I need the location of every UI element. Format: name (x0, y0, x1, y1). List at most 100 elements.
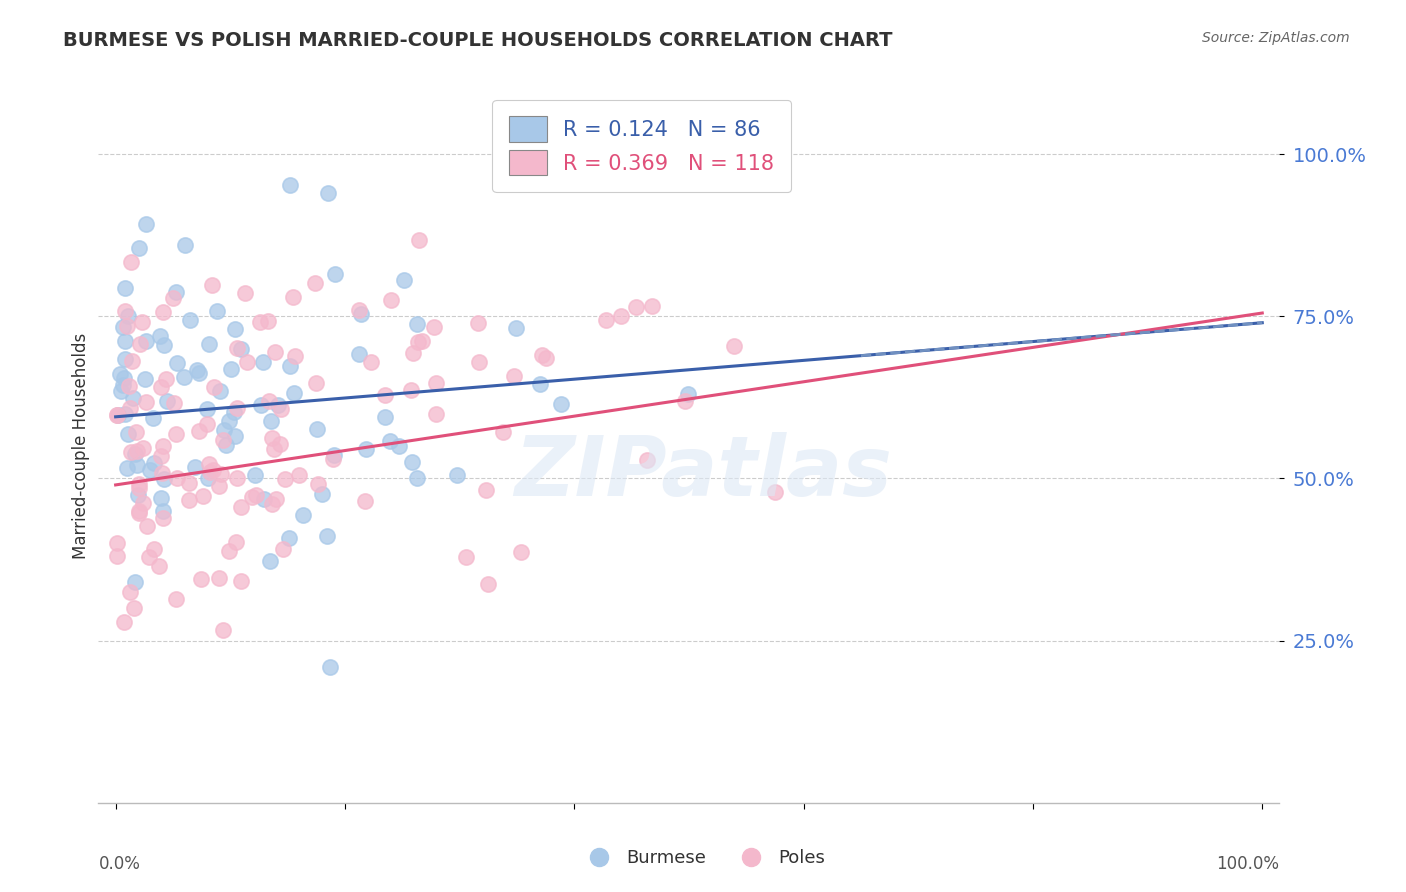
Point (114, 351, 136, 366)
Point (135, 217, 157, 231)
Point (277, 531, 299, 545)
Point (263, 345, 285, 359)
Point (120, 255, 142, 269)
Point (380, 434, 402, 448)
Point (108, 367, 131, 381)
Point (322, 451, 344, 466)
Point (467, 317, 489, 331)
Point (142, 411, 165, 425)
Point (323, 448, 346, 462)
Point (278, 359, 301, 373)
Point (122, 391, 145, 405)
Point (534, 351, 557, 365)
Point (114, 303, 136, 318)
Point (128, 506, 150, 520)
Point (142, 542, 165, 557)
Point (676, 387, 699, 401)
Point (112, 615, 135, 629)
Point (128, 337, 150, 351)
Point (212, 434, 235, 448)
Point (120, 445, 142, 459)
Point (311, 487, 333, 501)
Point (117, 309, 139, 323)
Point (411, 334, 433, 348)
Point (136, 518, 159, 533)
Point (110, 384, 132, 398)
Point (283, 386, 305, 401)
Point (177, 493, 200, 508)
Point (183, 460, 205, 475)
Point (354, 442, 377, 456)
Point (270, 401, 292, 416)
Point (107, 409, 129, 423)
Point (349, 303, 371, 318)
Point (198, 465, 221, 479)
Point (122, 601, 145, 615)
Point (229, 342, 252, 356)
Point (218, 414, 240, 428)
Point (245, 467, 267, 482)
Point (165, 591, 187, 606)
Point (399, 383, 422, 397)
Point (125, 458, 148, 472)
Point (281, 290, 304, 304)
Point (354, 493, 377, 508)
Point (112, 370, 135, 384)
Legend: R = 0.124   N = 86, R = 0.369   N = 118: R = 0.124 N = 86, R = 0.369 N = 118 (492, 100, 792, 192)
Point (165, 285, 187, 299)
Point (128, 504, 150, 518)
Point (197, 470, 219, 484)
Point (208, 384, 231, 398)
Point (163, 396, 186, 410)
Point (284, 349, 307, 363)
Point (114, 407, 136, 421)
Point (149, 380, 172, 394)
Point (257, 313, 280, 327)
Point (125, 425, 148, 439)
Point (127, 488, 149, 502)
Point (510, 545, 533, 559)
Point (305, 376, 328, 391)
Point (423, 319, 446, 334)
Point (347, 347, 370, 361)
Point (131, 442, 153, 456)
Point (127, 444, 149, 458)
Point (124, 447, 146, 461)
Point (260, 413, 283, 427)
Text: BURMESE VS POLISH MARRIED-COUPLE HOUSEHOLDS CORRELATION CHART: BURMESE VS POLISH MARRIED-COUPLE HOUSEHO… (63, 31, 893, 50)
Point (207, 571, 229, 585)
Point (387, 439, 409, 453)
Point (550, 397, 572, 411)
Point (114, 334, 136, 349)
Point (222, 405, 245, 419)
Point (152, 504, 174, 518)
Point (224, 321, 246, 335)
Point (209, 467, 232, 482)
Point (128, 476, 150, 491)
Point (162, 291, 184, 305)
Point (143, 456, 166, 470)
Point (105, 409, 128, 423)
Point (477, 577, 499, 591)
Point (148, 559, 170, 574)
Point (174, 238, 197, 252)
Point (114, 281, 136, 295)
Point (202, 463, 225, 477)
Point (260, 431, 283, 445)
Point (118, 379, 141, 393)
Point (117, 427, 139, 442)
Point (405, 318, 427, 332)
Point (152, 439, 174, 453)
Point (135, 395, 157, 409)
Point (112, 377, 135, 392)
Point (150, 491, 173, 505)
Point (195, 417, 218, 431)
Point (394, 273, 416, 287)
Point (274, 472, 297, 486)
Point (118, 585, 141, 599)
Point (166, 356, 188, 370)
Point (252, 355, 274, 369)
Point (259, 553, 281, 567)
Point (117, 461, 139, 475)
Point (134, 371, 156, 385)
